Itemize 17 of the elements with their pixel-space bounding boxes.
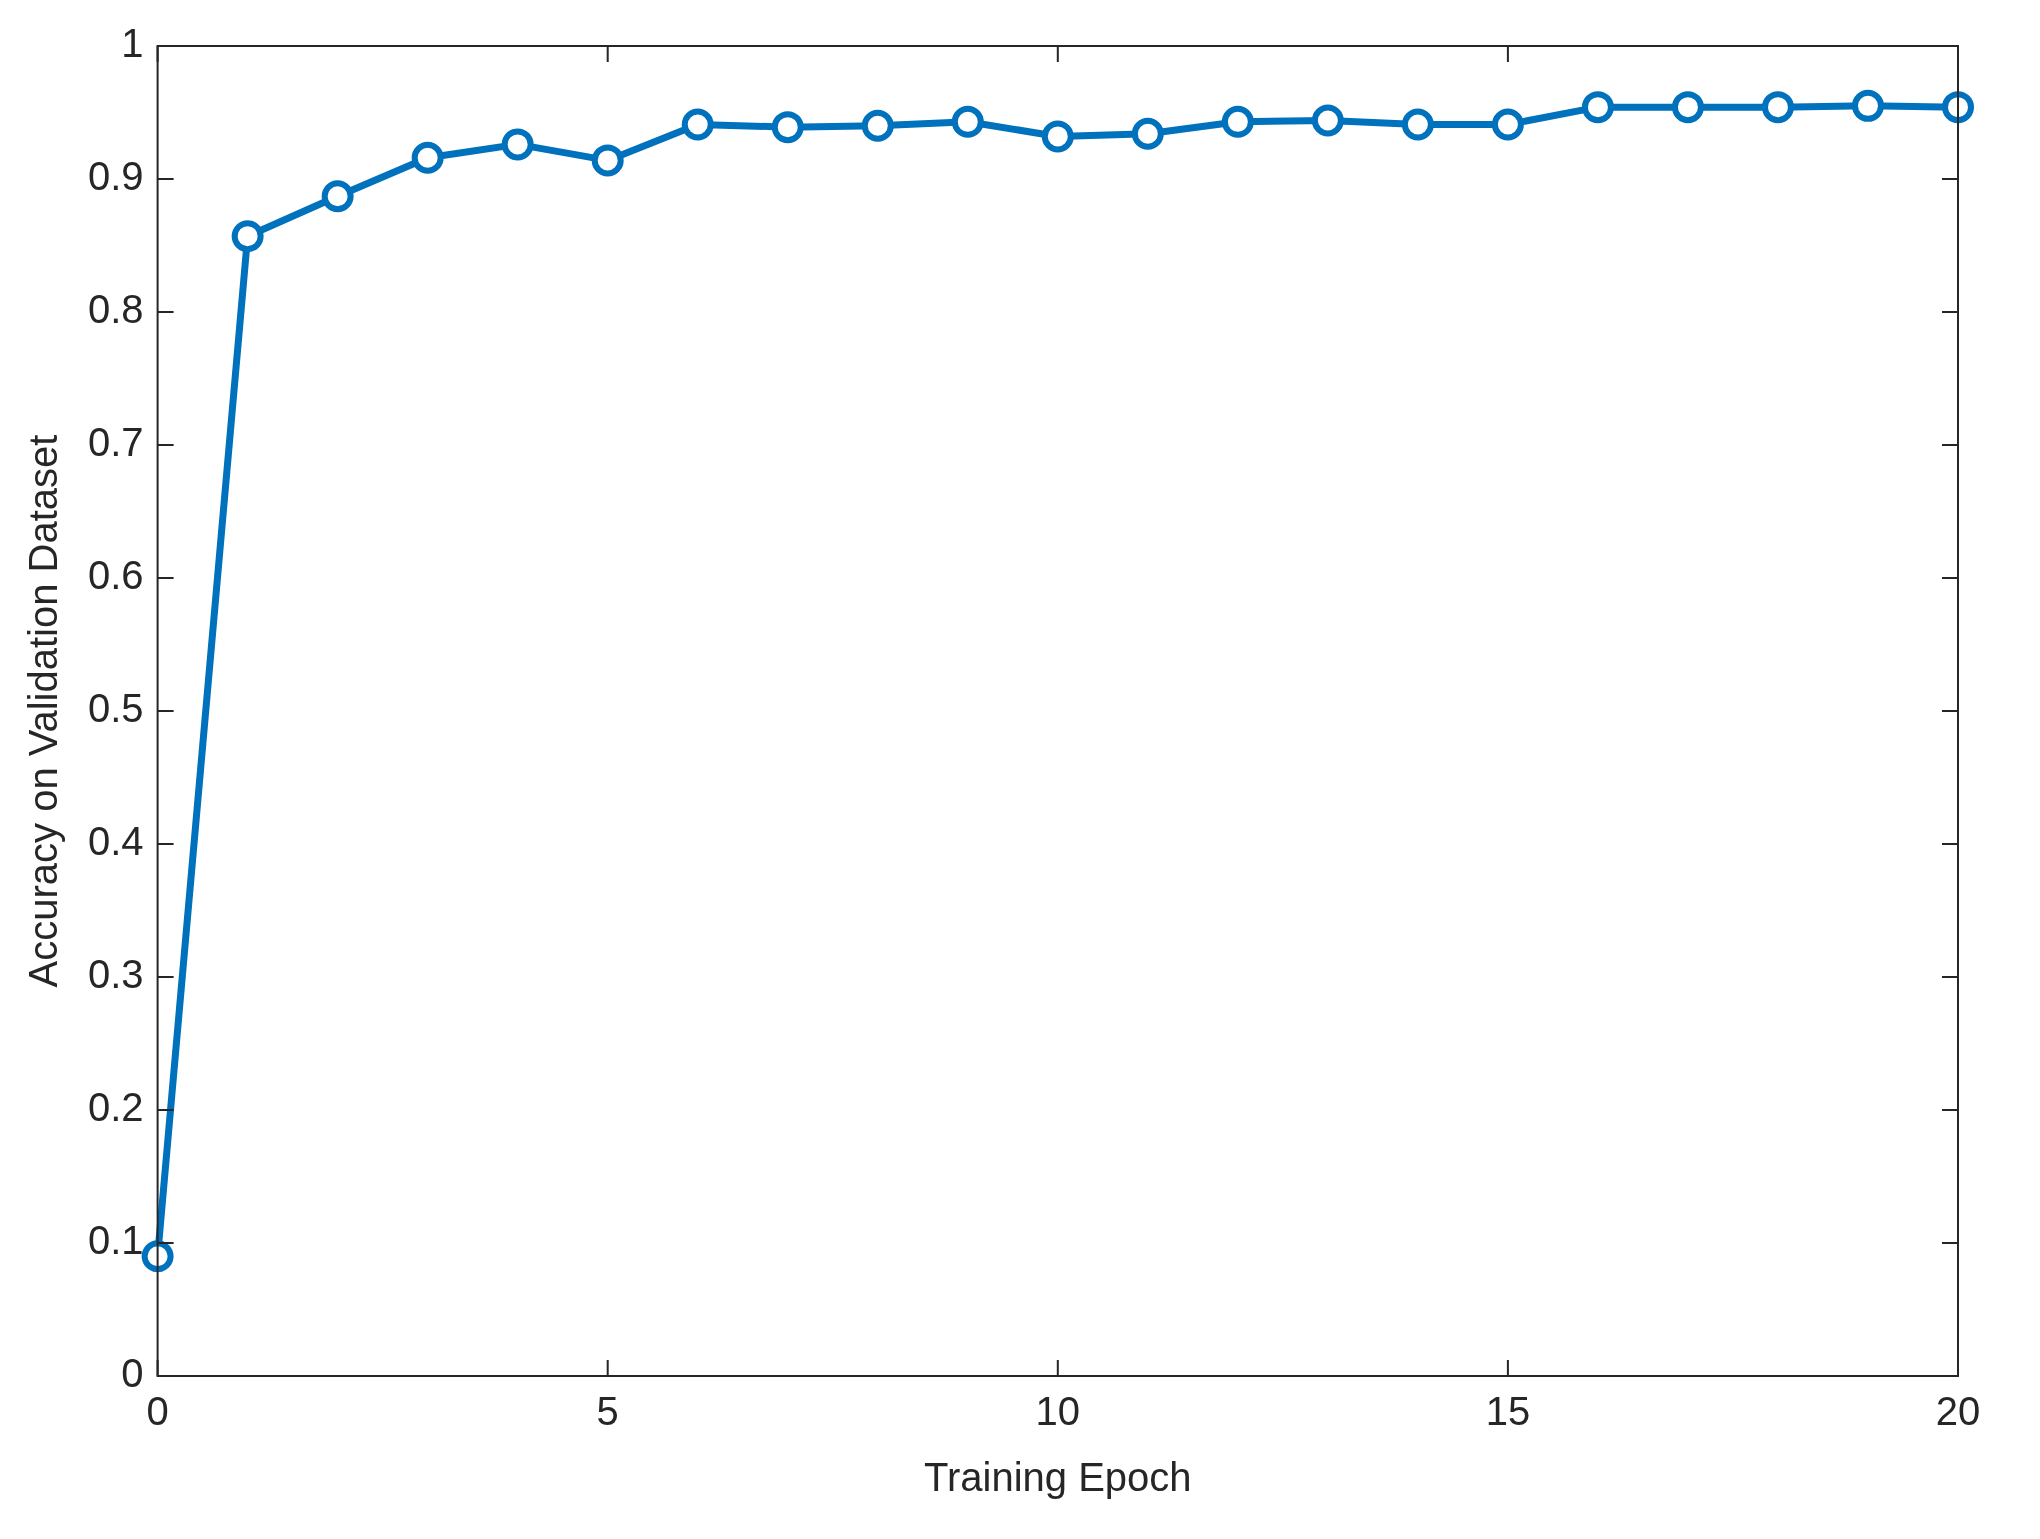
y-tick-label: 0.6 [88,553,144,598]
y-tick-label: 0.4 [88,819,144,864]
x-tick-label: 10 [1035,1389,1081,1434]
y-tick-label: 0.7 [88,420,144,465]
y-tick-label: 0.8 [88,287,144,332]
y-tick-label: 0.3 [88,952,144,997]
y-tick-label: 0.1 [88,1218,144,1263]
x-tick-label: 15 [1485,1389,1531,1434]
x-tick-label: 5 [596,1389,619,1434]
x-axis-title: Training Epoch [924,1455,1192,1500]
y-tick-label: 0.9 [88,154,144,199]
y-tick-label: 1 [121,21,144,66]
y-tick-label: 0.5 [88,686,144,731]
x-tick-label: 20 [1935,1389,1981,1434]
y-axis-title: Accuracy on Validation Dataset [21,434,66,988]
y-tick-label: 0.2 [88,1085,144,1130]
y-tick-label: 0 [121,1351,144,1396]
